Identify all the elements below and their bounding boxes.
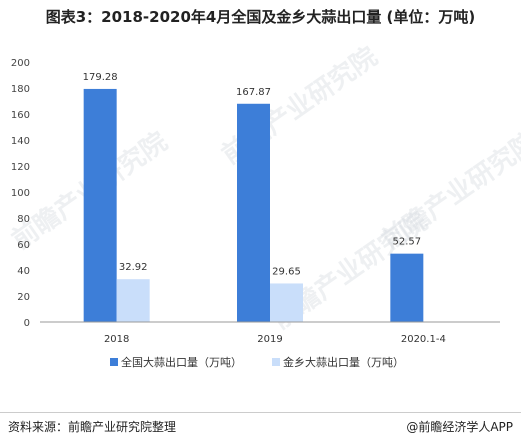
data-label: 52.57 <box>393 237 422 248</box>
y-tick-label: 160 <box>11 110 30 121</box>
y-tick-label: 180 <box>11 84 30 95</box>
legend-swatch <box>110 358 118 366</box>
bar <box>83 88 117 322</box>
y-tick-label: 200 <box>11 58 30 69</box>
data-label: 32.92 <box>119 262 148 273</box>
bar <box>116 279 150 322</box>
bar <box>237 103 270 322</box>
source-note: 资料来源：前瞻产业研究院整理 <box>8 420 177 434</box>
y-axis: 0 20 40 60 80 100 120 140 160 180 200 <box>11 58 30 329</box>
x-tick-label: 2018 <box>104 334 129 345</box>
bars: 179.28 32.92 167.87 29.65 52.57 <box>83 72 424 322</box>
footer-divider <box>0 412 521 413</box>
y-tick-label: 60 <box>17 240 30 251</box>
data-label: 179.28 <box>83 72 118 83</box>
y-tick-label: 20 <box>17 292 30 303</box>
y-tick-label: 0 <box>24 318 30 329</box>
legend: 全国大蒜出口量（万吨） 金乡大蒜出口量（万吨） <box>110 355 404 369</box>
legend-swatch <box>272 358 280 366</box>
credit-note: @前瞻经济学人APP <box>406 420 513 434</box>
data-label: 167.87 <box>236 87 271 98</box>
y-tick-label: 140 <box>11 136 30 147</box>
y-tick-label: 80 <box>17 214 30 225</box>
bar-chart: 前瞻产业研究院前瞻产业研究院前瞻产业研究院前瞻产业研究院 02040608010… <box>6 41 521 369</box>
y-tick-label: 120 <box>11 162 30 173</box>
x-tick-label: 2020.1-4 <box>401 334 446 345</box>
bar <box>270 283 303 322</box>
x-axis: 2018 2019 2020.1-4 <box>40 321 500 345</box>
legend-label: 金乡大蒜出口量（万吨） <box>283 355 404 369</box>
y-tick-label: 40 <box>17 266 30 277</box>
bar <box>390 253 424 322</box>
data-label: 29.65 <box>272 266 301 277</box>
chart-title: 图表3：2018-2020年4月全国及金乡大蒜出口量 (单位：万吨) <box>45 8 476 26</box>
legend-label: 全国大蒜出口量（万吨） <box>121 355 242 369</box>
y-tick-label: 100 <box>11 188 30 199</box>
x-tick-label: 2019 <box>257 334 282 345</box>
